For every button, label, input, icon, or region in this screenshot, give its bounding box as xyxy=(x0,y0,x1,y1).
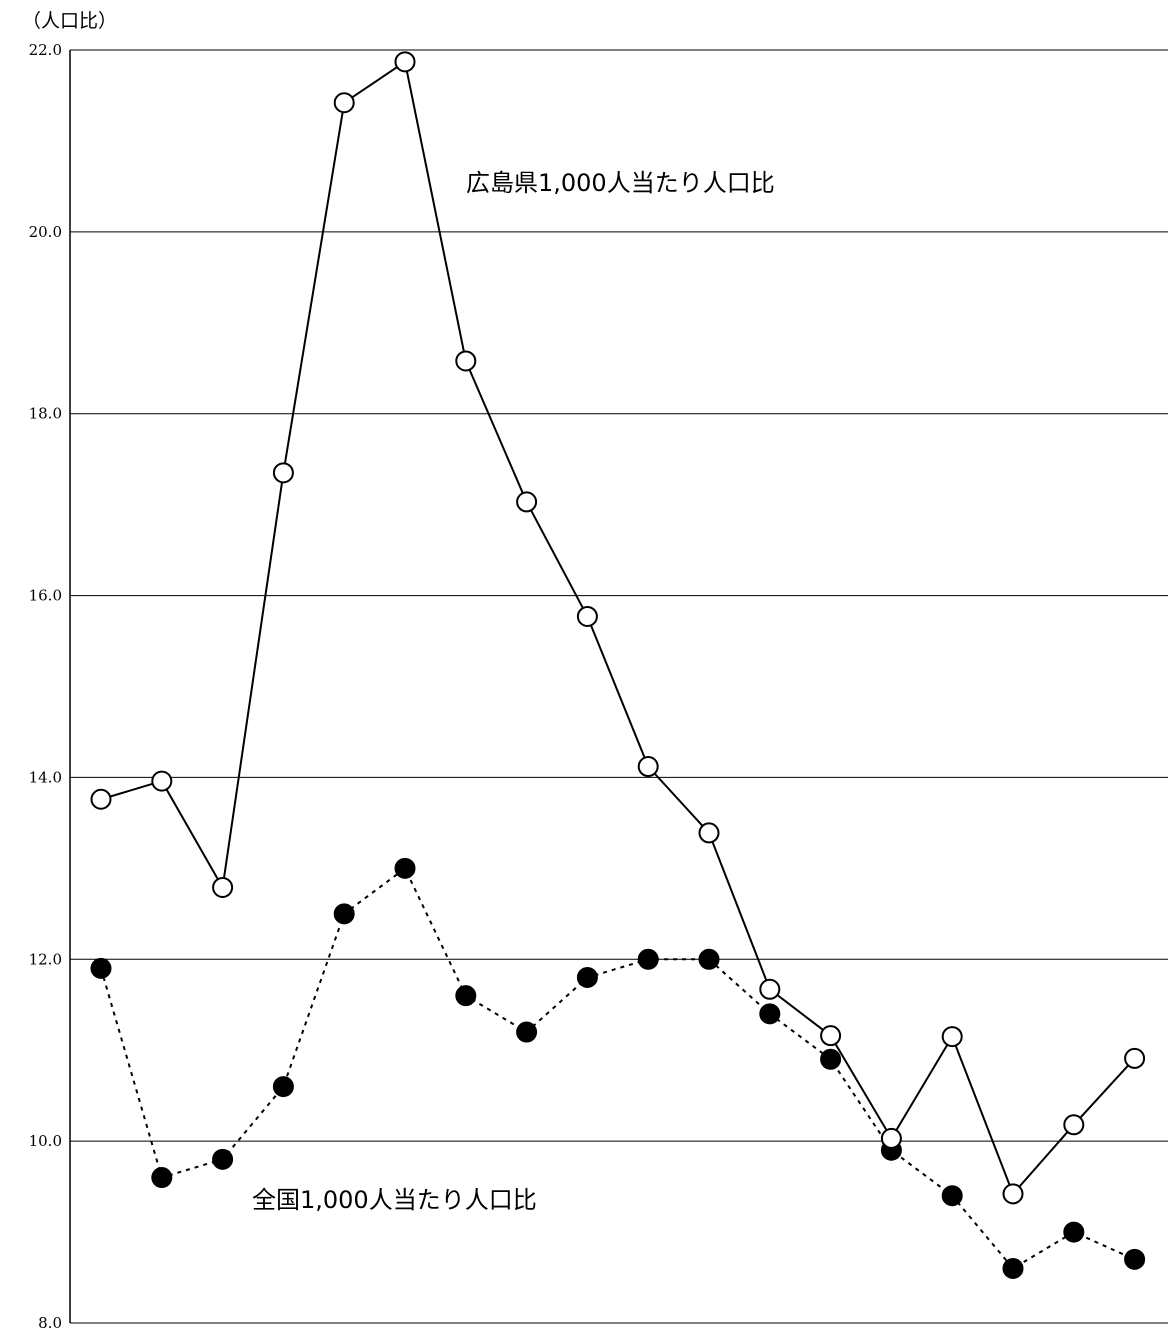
series-0-point-3 xyxy=(272,462,294,484)
series-0-point-17 xyxy=(1124,1047,1146,1069)
series-label-hiroshima: 広島県1,000人当たり人口比 xyxy=(466,169,775,197)
series-0-point-13 xyxy=(880,1127,902,1149)
series-1-point-11 xyxy=(759,1003,781,1025)
y-tick-label-2: 12.0 xyxy=(29,950,62,968)
series-1-point-8 xyxy=(576,966,598,988)
series-1-point-0 xyxy=(90,957,112,979)
series-1-point-14 xyxy=(941,1185,963,1207)
series-markers xyxy=(90,51,1146,1279)
series-lines xyxy=(100,60,1136,1270)
series-1-point-1 xyxy=(151,1167,173,1189)
y-tick-label-5: 18.0 xyxy=(29,405,62,423)
y-axis-unit-label: （人口比） xyxy=(22,10,117,32)
series-0-point-8 xyxy=(576,605,598,627)
series-0-point-16 xyxy=(1063,1114,1085,1136)
y-tick-label-4: 16.0 xyxy=(29,587,62,605)
y-tick-label-0: 8.0 xyxy=(38,1314,62,1332)
series-1-point-6 xyxy=(455,985,477,1007)
series-0-point-10 xyxy=(698,822,720,844)
y-tick-label-3: 14.0 xyxy=(29,768,62,786)
series-0-point-1 xyxy=(151,770,173,792)
series-0-point-2 xyxy=(212,876,234,898)
series-1-point-12 xyxy=(820,1048,842,1070)
series-1-point-17 xyxy=(1124,1248,1146,1270)
series-0-point-9 xyxy=(637,756,659,778)
series-1-point-2 xyxy=(212,1148,234,1170)
series-0-point-7 xyxy=(516,491,538,513)
series-line-0 xyxy=(100,60,1136,1196)
series-0-point-15 xyxy=(1002,1183,1024,1205)
series-0-point-12 xyxy=(820,1025,842,1047)
series-1-point-10 xyxy=(698,948,720,970)
series-1-point-16 xyxy=(1063,1221,1085,1243)
series-1-point-7 xyxy=(516,1021,538,1043)
series-label-national: 全国1,000人当たり人口比 xyxy=(252,1186,537,1214)
y-axis-tick-labels: 8.0 10.0 12.0 14.0 16.0 18.0 20.0 22.0 xyxy=(29,41,62,1332)
series-0-point-11 xyxy=(759,978,781,1000)
series-0-point-4 xyxy=(333,92,355,114)
series-1-point-15 xyxy=(1002,1257,1024,1279)
series-1-point-5 xyxy=(394,857,416,879)
y-tick-label-6: 20.0 xyxy=(29,223,62,241)
series-1-point-9 xyxy=(637,948,659,970)
y-tick-label-7: 22.0 xyxy=(29,41,62,59)
series-1-point-3 xyxy=(272,1076,294,1098)
y-tick-label-1: 10.0 xyxy=(29,1132,62,1150)
series-0-point-0 xyxy=(90,788,112,810)
series-0-point-5 xyxy=(394,51,416,73)
series-0-point-6 xyxy=(455,350,477,372)
series-line-1 xyxy=(100,866,1136,1270)
gridlines xyxy=(70,49,1168,1324)
series-0-point-14 xyxy=(941,1026,963,1048)
series-1-point-4 xyxy=(333,903,355,925)
